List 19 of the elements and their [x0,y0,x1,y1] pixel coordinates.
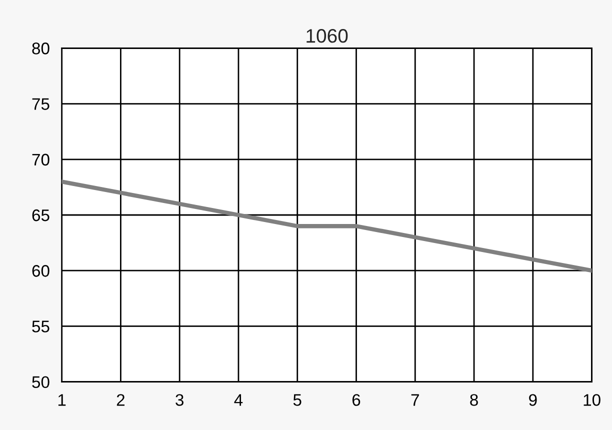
x-tick-label: 8 [470,394,478,406]
y-tick-label: 75 [32,98,50,110]
chart-title: 1060 [306,29,348,43]
y-tick-label: 55 [32,320,50,332]
x-tick-label: 6 [352,394,360,406]
x-tick-label: 9 [529,394,537,406]
x-tick-label: 10 [584,394,600,406]
x-tick-label: 2 [116,394,124,406]
y-tick-label: 80 [32,42,50,54]
x-tick-label: 1 [58,394,66,406]
x-tick-label: 5 [293,394,302,406]
y-tick-label: 65 [32,209,50,222]
y-tick-label: 60 [32,265,50,277]
y-tick-label: 70 [32,154,50,166]
y-tick-label: 50 [32,376,50,388]
x-tick-label: 3 [176,394,184,406]
x-tick-label: 7 [411,394,419,406]
x-tick-label: 4 [234,394,243,406]
line-series [62,180,592,273]
